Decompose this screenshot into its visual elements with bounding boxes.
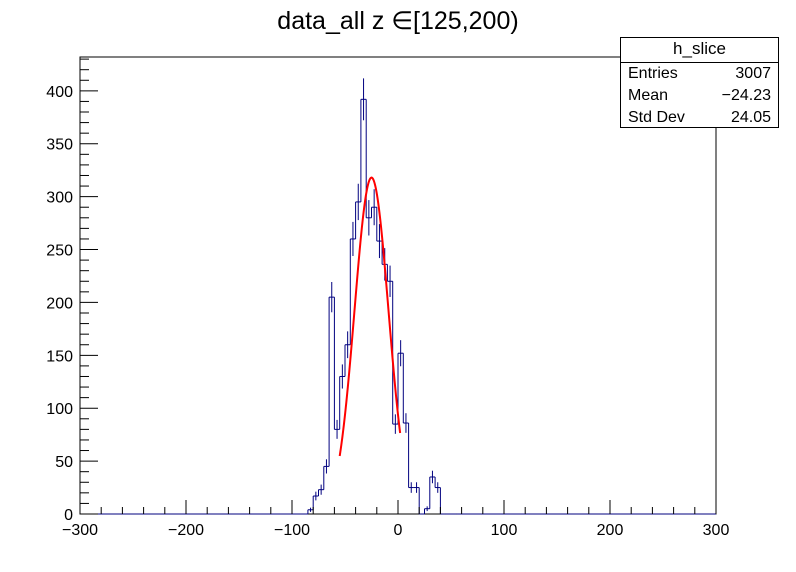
x-tick-label: 200 [597, 522, 624, 539]
stats-value: 3007 [735, 65, 771, 82]
y-tick-label: 350 [46, 137, 73, 154]
x-tick-label: −100 [274, 522, 310, 539]
y-tick-label: 250 [46, 243, 73, 260]
stats-label: Std Dev [628, 109, 685, 126]
x-tick-label: 0 [394, 522, 403, 539]
y-tick-label: 0 [64, 507, 73, 524]
x-tick-label: 300 [703, 522, 730, 539]
stats-label: Entries [628, 65, 678, 82]
stats-row-mean: Mean −24.23 [621, 85, 778, 107]
stats-box: h_slice Entries 3007 Mean −24.23 Std Dev… [620, 37, 779, 128]
y-tick-label: 50 [55, 454, 73, 471]
x-tick-label: 100 [491, 522, 518, 539]
y-tick-label: 100 [46, 401, 73, 418]
y-tick-label: 400 [46, 84, 73, 101]
stats-title: h_slice [621, 38, 778, 63]
stats-value: 24.05 [730, 109, 771, 126]
y-tick-label: 200 [46, 295, 73, 312]
x-tick-label: −200 [168, 522, 204, 539]
stats-row-entries: Entries 3007 [621, 63, 778, 85]
fit-curve [338, 176, 402, 457]
stats-label: Mean [628, 87, 669, 104]
x-tick-label: −300 [62, 522, 98, 539]
stats-row-stddev: Std Dev 24.05 [621, 107, 778, 129]
chart-title: data_all z ∈[125,200) [277, 7, 519, 35]
y-tick-label: 300 [46, 190, 73, 207]
stats-value: −24.23 [721, 87, 771, 104]
y-tick-label: 150 [46, 348, 73, 365]
